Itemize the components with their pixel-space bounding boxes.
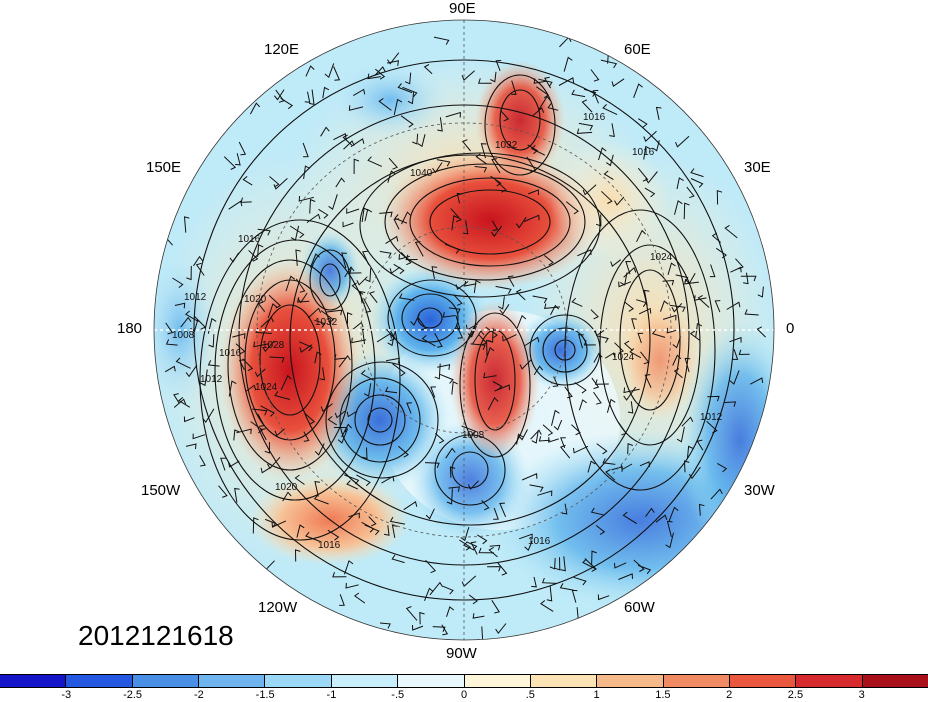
contour-label: 1020 bbox=[275, 482, 298, 493]
lon-label-120e: 120E bbox=[264, 41, 299, 58]
colorbar-tick-label: 1.5 bbox=[655, 689, 670, 701]
colorbar-segment bbox=[664, 675, 730, 687]
contour-label: 1008 bbox=[462, 430, 485, 441]
colorbar-segment bbox=[863, 675, 928, 687]
lon-label-0: 0 bbox=[786, 320, 794, 337]
colorbar-segment bbox=[0, 675, 66, 687]
colorbar-tick-label: 3 bbox=[859, 689, 865, 701]
colorbar-tick-label: .5 bbox=[526, 689, 535, 701]
colorbar-segment bbox=[531, 675, 597, 687]
colorbar bbox=[0, 674, 928, 688]
contour-label: 1032 bbox=[495, 140, 518, 151]
lon-label-150w: 150W bbox=[141, 482, 180, 499]
colorbar-tick-label: -1.5 bbox=[256, 689, 275, 701]
lon-label-60e: 60E bbox=[624, 41, 651, 58]
lon-label-90e: 90E bbox=[449, 0, 476, 17]
contour-label: 1016 bbox=[632, 147, 655, 158]
colorbar-segment bbox=[199, 675, 265, 687]
colorbar-tick-label: -3 bbox=[61, 689, 71, 701]
lon-label-90w: 90W bbox=[446, 645, 477, 662]
colorbar-tick-label: -2.5 bbox=[123, 689, 142, 701]
colorbar-segment bbox=[265, 675, 331, 687]
contour-label: 1016 bbox=[583, 112, 606, 123]
colorbar-tick-label: 2.5 bbox=[788, 689, 803, 701]
colorbar-tick-label: 2 bbox=[726, 689, 732, 701]
contour-label: 1016 bbox=[238, 234, 261, 245]
contour-label: 1016 bbox=[219, 348, 242, 359]
contour-label: 1024 bbox=[255, 382, 278, 393]
contour-label: 1012 bbox=[200, 374, 223, 385]
lon-label-120w: 120W bbox=[258, 599, 297, 616]
colorbar-tick-label: -1 bbox=[327, 689, 337, 701]
colorbar-segment bbox=[796, 675, 862, 687]
contour-label: 1008 bbox=[172, 330, 195, 341]
colorbar-segment bbox=[398, 675, 464, 687]
colorbar-tick-label: 1 bbox=[594, 689, 600, 701]
colorbar-segment bbox=[465, 675, 531, 687]
anomaly-field bbox=[140, 20, 800, 641]
colorbar-segment bbox=[597, 675, 663, 687]
colorbar-segment bbox=[730, 675, 796, 687]
contour-label: 1032 bbox=[315, 317, 338, 328]
contour-label: 1024 bbox=[612, 352, 635, 363]
colorbar-segment bbox=[133, 675, 199, 687]
contour-label: 1016 bbox=[528, 536, 551, 547]
lon-label-30e: 30E bbox=[744, 159, 771, 176]
colorbar-segment bbox=[332, 675, 398, 687]
date-label: 2012121618 bbox=[78, 620, 234, 652]
lon-label-30w: 30W bbox=[744, 482, 775, 499]
lon-label-180: 180 bbox=[117, 320, 142, 337]
contour-label: 1012 bbox=[700, 412, 723, 423]
contour-label: 1028 bbox=[262, 340, 285, 351]
contour-label: 1040 bbox=[410, 168, 433, 179]
lon-label-150e: 150E bbox=[146, 159, 181, 176]
contour-label: 1012 bbox=[184, 292, 207, 303]
contour-label: 1016 bbox=[318, 540, 341, 551]
contour-label: 1024 bbox=[650, 252, 673, 263]
contour-label: 1020 bbox=[244, 294, 267, 305]
lon-label-60w: 60W bbox=[624, 599, 655, 616]
colorbar-tick-label: -.5 bbox=[391, 689, 404, 701]
colorbar-tick-label: 0 bbox=[461, 689, 467, 701]
colorbar-tick-label: -2 bbox=[194, 689, 204, 701]
colorbar-segment bbox=[66, 675, 132, 687]
